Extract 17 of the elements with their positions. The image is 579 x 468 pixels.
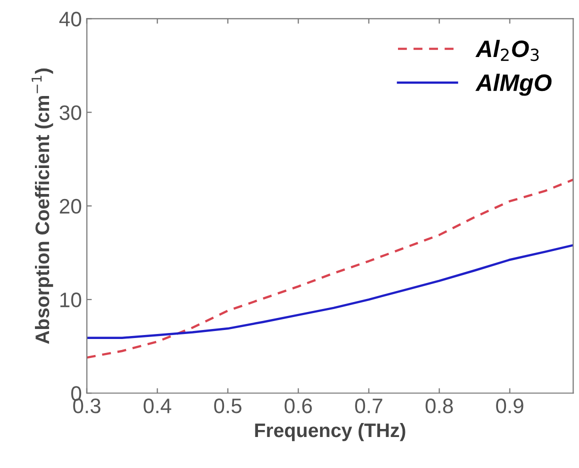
- line-series: [86, 244, 574, 340]
- x-axis-title: Frequency (THz): [255, 422, 406, 442]
- x-tick-label: 0.4: [144, 398, 172, 414]
- y-tick-label: 30: [60, 105, 82, 120]
- y-tick-label: 20: [60, 198, 82, 214]
- line-series: [86, 178, 574, 359]
- legend-label: AlMgO: [475, 74, 552, 96]
- x-tick-label: 0.3: [73, 398, 100, 414]
- y-axis-title: Absorption Coefficient (cm$^{−1}$): [32, 68, 54, 344]
- legend-label: Al$_{2}$O$_{3}$: [475, 40, 539, 62]
- x-tick-label: 0.6: [284, 398, 312, 414]
- x-tick-label: 0.7: [355, 398, 382, 414]
- y-tick-label: 40: [59, 12, 82, 26]
- y-tick-label: 10: [60, 292, 82, 308]
- x-tick-label: 0.8: [426, 398, 453, 414]
- x-tick-label: 0.5: [214, 398, 242, 414]
- x-tick-label: 0.9: [496, 398, 524, 414]
